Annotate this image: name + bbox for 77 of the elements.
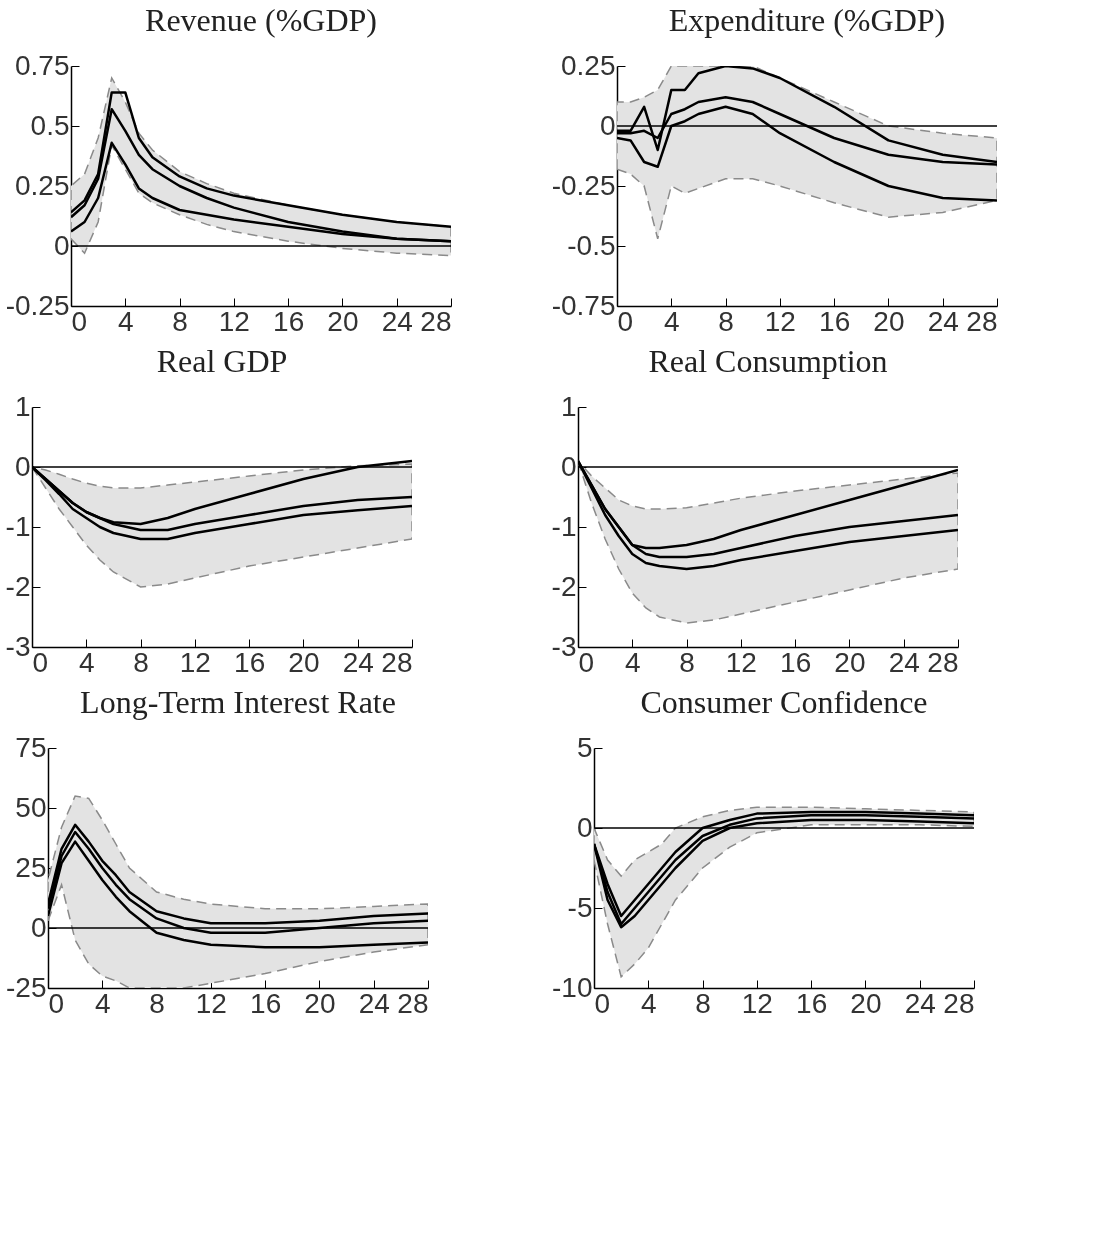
y-tick-label: -2 <box>5 570 31 602</box>
x-tick-label: 28 <box>943 987 975 1019</box>
x-tick-label: 8 <box>718 305 734 337</box>
y-tick-label: 0 <box>560 450 577 482</box>
y-tick-label: -0.75 <box>551 289 616 321</box>
y-tick-label: 0 <box>599 109 616 141</box>
y-tick-label: 0.5 <box>30 109 70 141</box>
y-tick-label: -0.25 <box>5 289 70 321</box>
x-tick-label: 12 <box>179 646 211 678</box>
y-tick-label: 75 <box>15 731 47 763</box>
y-tick-label: -1 <box>5 510 31 542</box>
y-tick-label: -5 <box>567 891 593 923</box>
y-tick-label: 1 <box>14 390 31 422</box>
x-tick-label: 24 <box>381 305 413 337</box>
x-tick-label: 24 <box>904 987 936 1019</box>
chart-title: Real GDP <box>156 343 288 379</box>
x-tick-label: 16 <box>780 646 812 678</box>
x-tick-label: 12 <box>741 987 773 1019</box>
x-tick-label: 28 <box>381 646 413 678</box>
x-tick-label: 12 <box>764 305 796 337</box>
y-tick-label: -0.25 <box>551 169 616 201</box>
x-tick-label: 20 <box>834 646 866 678</box>
x-tick-label: 20 <box>850 987 882 1019</box>
x-tick-label: 16 <box>234 646 266 678</box>
y-tick-label: 1 <box>560 390 577 422</box>
y-tick-label: 0 <box>53 229 70 261</box>
y-tick-label: 5 <box>576 731 593 763</box>
y-tick-label: 0.25 <box>561 49 616 81</box>
x-tick-label: 24 <box>888 646 920 678</box>
chart-title: Consumer Confidence <box>640 684 928 720</box>
x-tick-label: 24 <box>927 305 959 337</box>
y-tick-label: -0.5 <box>567 229 616 261</box>
y-tick-label: 0 <box>14 450 31 482</box>
x-tick-label: 4 <box>118 305 134 337</box>
x-tick-label: 12 <box>195 987 227 1019</box>
x-tick-label: 4 <box>79 646 95 678</box>
x-tick-label: 24 <box>342 646 374 678</box>
x-tick-label: 4 <box>95 987 111 1019</box>
x-tick-label: 28 <box>927 646 959 678</box>
x-tick-label: 8 <box>149 987 165 1019</box>
y-tick-label: 0.25 <box>15 169 70 201</box>
x-tick-label: 16 <box>796 987 828 1019</box>
x-tick-label: 28 <box>420 305 452 337</box>
chart-title: Revenue (%GDP) <box>145 2 377 38</box>
x-tick-label: 24 <box>358 987 390 1019</box>
x-tick-label: 8 <box>679 646 695 678</box>
x-tick-label: 28 <box>966 305 998 337</box>
x-tick-label: 4 <box>664 305 680 337</box>
x-tick-label: 4 <box>625 646 641 678</box>
x-tick-label: 20 <box>288 646 320 678</box>
x-tick-label: 16 <box>273 305 305 337</box>
y-tick-label: -3 <box>551 630 577 662</box>
chart-title: Long-Term Interest Rate <box>80 684 396 720</box>
x-tick-label: 16 <box>819 305 851 337</box>
y-tick-label: -10 <box>552 971 593 1003</box>
x-tick-label: 28 <box>397 987 429 1019</box>
x-tick-label: 16 <box>250 987 282 1019</box>
x-tick-label: 20 <box>327 305 359 337</box>
chart-title: Expenditure (%GDP) <box>668 2 946 38</box>
x-tick-label: 12 <box>218 305 250 337</box>
x-tick-label: 8 <box>695 987 711 1019</box>
x-tick-label: 8 <box>133 646 149 678</box>
y-tick-label: 0 <box>30 911 47 943</box>
y-tick-label: -2 <box>551 570 577 602</box>
x-tick-label: 20 <box>873 305 905 337</box>
x-tick-label: 8 <box>172 305 188 337</box>
y-tick-label: -25 <box>6 971 47 1003</box>
chart-title: Real Consumption <box>648 343 888 379</box>
y-tick-label: 0 <box>576 811 593 843</box>
y-tick-label: 25 <box>15 851 47 883</box>
y-tick-label: -1 <box>551 510 577 542</box>
x-tick-label: 20 <box>304 987 336 1019</box>
y-tick-label: 50 <box>15 791 47 823</box>
x-tick-label: 12 <box>725 646 757 678</box>
y-tick-label: 0.75 <box>15 49 70 81</box>
x-tick-label: 4 <box>641 987 657 1019</box>
y-tick-label: -3 <box>5 630 31 662</box>
